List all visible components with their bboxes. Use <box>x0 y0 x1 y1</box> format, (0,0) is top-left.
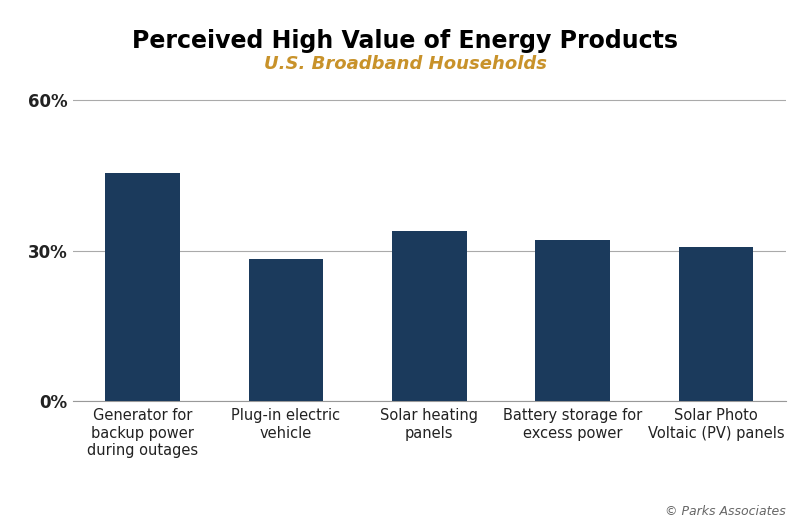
Bar <box>249 259 323 401</box>
Bar <box>105 173 180 401</box>
Bar <box>535 240 610 401</box>
Text: © Parks Associates: © Parks Associates <box>665 505 786 518</box>
Bar <box>392 231 467 401</box>
Text: U.S. Broadband Households: U.S. Broadband Households <box>263 55 547 73</box>
Bar <box>679 247 753 401</box>
Text: Perceived High Value of Energy Products: Perceived High Value of Energy Products <box>132 29 678 53</box>
